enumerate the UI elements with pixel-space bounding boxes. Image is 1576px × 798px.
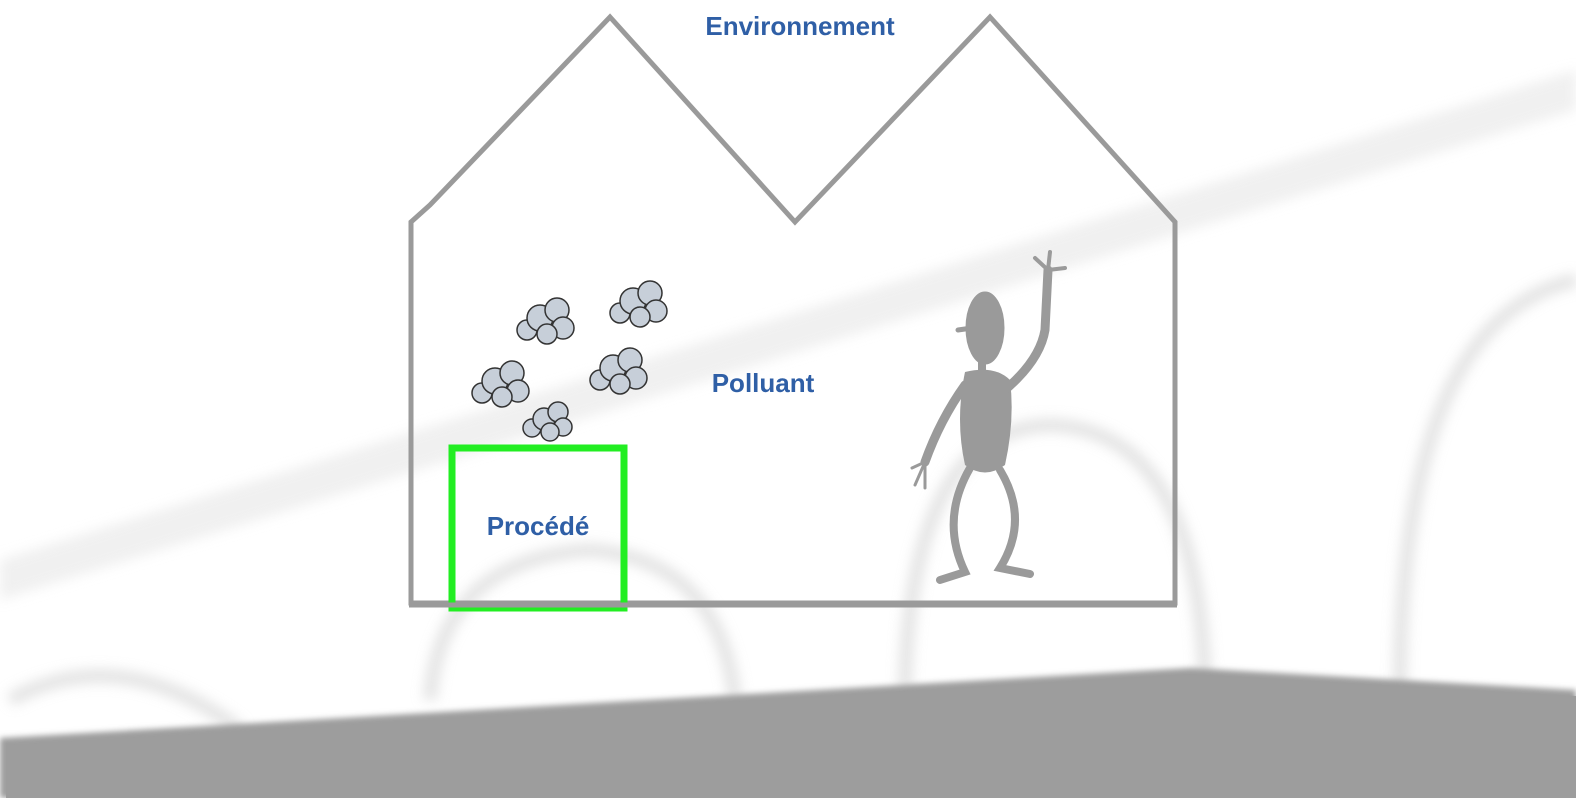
environment-label: Environnement: [705, 11, 895, 41]
process-label: Procédé: [487, 511, 590, 541]
page: Environnement Polluant Procédé (() => { …: [0, 0, 1576, 798]
background: [0, 70, 1576, 730]
pollutant-label: Polluant: [712, 368, 815, 398]
diagram: Environnement Polluant Procédé: [0, 0, 1576, 798]
